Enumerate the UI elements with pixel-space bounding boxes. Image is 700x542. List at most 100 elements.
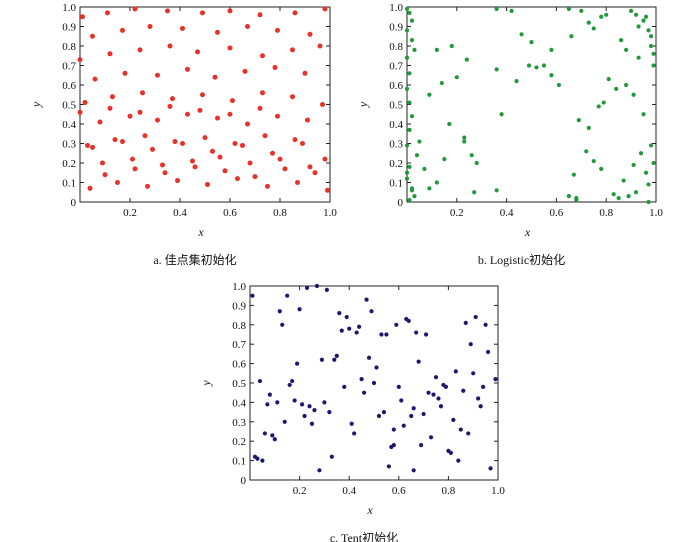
chart-tent-point: [275, 400, 280, 405]
chart-tent-point: [478, 404, 483, 409]
chart-logistic-point: [619, 38, 624, 43]
chart-logistic-point: [651, 51, 656, 56]
chart-tent-point: [411, 468, 416, 473]
chart-logistic-point: [641, 18, 646, 23]
chart-good-point-set-point: [230, 98, 235, 104]
chart-tent-point: [324, 287, 329, 292]
chart-logistic-point: [591, 158, 596, 164]
chart-tent-point: [453, 369, 458, 374]
chart-tent-point: [394, 322, 399, 327]
chart-logistic-points: [404, 6, 656, 205]
chart-tent-point: [337, 311, 342, 316]
chart-good-point-set-point: [170, 96, 175, 102]
chart-tent-point: [297, 307, 302, 312]
chart-tent-point: [374, 365, 379, 370]
chart-good-point-set-point: [180, 25, 185, 31]
chart-tent-point: [364, 297, 369, 302]
chart-tent-xtick-label: 1.0: [491, 485, 505, 497]
chart-good-point-set-point: [227, 45, 233, 51]
chart-tent-point: [359, 377, 364, 382]
chart-tent-point: [272, 437, 277, 442]
chart-logistic-point: [442, 157, 447, 162]
chart-tent-point: [299, 402, 305, 407]
chart-tent-ytick-label: 0: [241, 475, 247, 487]
chart-good-point-set-xtick-label: 1.0: [323, 207, 337, 219]
chart-logistic-point: [648, 43, 654, 49]
chart-good-point-set-point: [197, 107, 203, 113]
chart-tent-point: [295, 361, 300, 366]
chart-tent-point: [419, 442, 424, 448]
chart-tent-point: [302, 413, 307, 419]
chart-logistic-point: [494, 6, 499, 12]
chart-tent-point: [476, 396, 481, 401]
chart-good-point-set-point: [260, 53, 265, 59]
chart-logistic-xtick-label: 0.6: [550, 207, 564, 219]
chart-tent-point: [466, 431, 471, 436]
chart-good-point-set-point: [167, 103, 173, 109]
chart-tent-point: [456, 458, 461, 463]
chart-logistic-point: [556, 82, 561, 88]
chart-good-point-set-point: [205, 181, 210, 187]
chart-logistic-point: [636, 24, 641, 29]
chart-logistic-point: [586, 20, 591, 25]
chart-logistic-point: [629, 8, 634, 13]
chart-good-point-set-point: [260, 90, 265, 96]
chart-logistic-point: [404, 143, 410, 148]
chart-good-point-set-point: [265, 183, 270, 189]
chart-logistic-ytick-label: 0.2: [389, 158, 403, 170]
chart-logistic-point: [412, 47, 417, 53]
chart-logistic-point: [646, 182, 651, 187]
chart-logistic-point: [407, 164, 412, 169]
chart-tent-point: [471, 371, 476, 376]
chart-logistic-point: [641, 112, 646, 117]
chart-good-point-set-y-axis-label: y: [29, 101, 43, 108]
chart-good-point-set-point: [192, 164, 198, 170]
chart-good-point-set-point: [180, 141, 185, 146]
chart-tent-point: [369, 309, 374, 314]
chart-logistic-ytick-label: 0.5: [389, 100, 403, 112]
chart-good-point-set-point: [115, 180, 120, 185]
chart-good-point-set-point: [202, 135, 208, 141]
chart-logistic-point: [407, 10, 412, 15]
chart-tent-point: [304, 285, 310, 291]
chart-tent-point: [438, 404, 444, 409]
chart-logistic-point: [549, 73, 554, 78]
chart-good-point-set-point: [322, 156, 328, 162]
chart-tent-point: [411, 406, 416, 411]
chart-logistic-point: [614, 86, 619, 91]
chart-logistic-point: [586, 125, 591, 130]
chart-tent-point: [433, 375, 439, 380]
chart-logistic-point: [604, 12, 609, 17]
chart-good-point-set-point: [240, 142, 245, 148]
chart-good-point-set-point: [210, 148, 215, 154]
chart-tent-point: [309, 421, 315, 426]
chart-good-point-set-point: [227, 8, 233, 14]
chart-good-point-set-point: [307, 164, 313, 170]
chart-good-point-set-ytick-label: 0.6: [62, 80, 76, 92]
chart-tent-ytick-label: 0.8: [232, 320, 246, 332]
chart-logistic-x-axis-label: x: [524, 225, 531, 239]
chart-logistic-point: [596, 104, 601, 109]
chart-tent-point: [406, 318, 411, 324]
chart-good-point-set-point: [90, 144, 95, 150]
chart-logistic-point: [621, 178, 626, 183]
chart-tent-point: [461, 388, 466, 393]
chart-logistic-point: [638, 151, 644, 156]
chart-good-point-set-point: [252, 174, 258, 180]
chart-logistic-point: [514, 79, 519, 84]
chart-logistic-ytick-label: 0.8: [389, 41, 403, 53]
chart-good-point-set-point: [300, 141, 305, 146]
chart-tent-point: [436, 396, 441, 401]
chart-tent-point: [441, 382, 446, 388]
chart-logistic-ytick-label: 1.0: [389, 2, 403, 14]
chart-logistic-point: [651, 160, 656, 166]
chart-tent-ytick-label: 1.0: [232, 281, 246, 293]
chart-good-point-set-point: [270, 150, 275, 156]
chart-good-point-set-x-axis-label: x: [197, 225, 204, 239]
chart-tent-point: [485, 349, 491, 355]
chart-tent-x-axis-label: x: [366, 503, 373, 517]
chart-good-point-set-point: [217, 154, 223, 160]
chart-logistic-ytick-label: 0.4: [389, 119, 403, 131]
chart-logistic-panel: 0 0.1 0.2 0.3 0.4 0.5 0.6 0.7 0.8 0.9 1.0 0.2 0.4 0.6…: [356, 2, 663, 267]
chart-good-point-set-point: [292, 137, 298, 143]
